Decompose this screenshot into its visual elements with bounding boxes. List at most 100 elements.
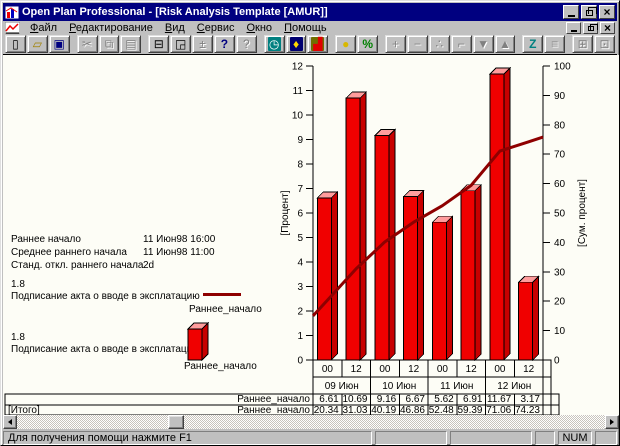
bar-00-side [445,215,453,361]
bar-00-side [388,128,396,361]
toolbar-button-chart-adjust[interactable]: ± [192,35,213,53]
child-close-button[interactable]: × [600,22,615,34]
left-tick-label: 11 [293,86,304,97]
toolbar-button-link-dots[interactable]: ∴ [428,35,450,53]
scrollbar-thumb[interactable] [168,415,184,429]
toolbar-button-new[interactable]: ▯ [5,35,26,53]
bar-12 [518,281,534,361]
help-icon: ? [220,37,229,51]
clock-icon: ◷ [267,37,281,51]
title-bar[interactable]: Open Plan Professional - [Risk Analysis … [3,3,617,21]
open-icon: ▱ [32,37,42,51]
toolbar-button-collapse[interactable]: ⊡ [594,35,615,53]
window-title: Open Plan Professional - [Risk Analysis … [22,6,328,18]
left-tick-label: 6 [297,209,303,220]
toolbar-separator [71,44,76,45]
toolbar-button-open[interactable]: ▱ [26,35,48,53]
print-preview-icon: ◲ [174,37,187,51]
scroll-right-button[interactable] [605,415,619,429]
toolbar-button-print[interactable]: ⊟ [148,35,170,53]
toolbar-button-save[interactable]: ▣ [48,35,70,53]
toolbar-button-arrow-down[interactable]: ▼ [472,35,494,53]
table-series-label: Раннее_начало [237,394,310,405]
table-total-label: [Итого] [8,405,40,415]
left-tick-label: 7 [297,184,303,195]
restore-button[interactable] [581,5,597,19]
left-tick-label: 3 [297,282,303,293]
scroll-left-button[interactable] [3,415,17,429]
toolbar-button-plus[interactable]: + [385,35,406,53]
left-tick-label: 9 [297,135,303,146]
save-icon: ▣ [53,37,65,51]
toolbar-button-risk-duck[interactable]: ♦ [285,35,307,53]
menu-item-edit[interactable]: Редактирование [69,22,153,34]
close-button[interactable]: × [599,5,615,19]
toolbar-separator [516,44,521,45]
left-tick-label: 10 [292,111,304,122]
right-tick-label: 90 [554,91,566,102]
restore-icon [585,7,597,16]
toolbar-button-copy[interactable]: ⧉ [98,35,120,53]
toolbar-button-arrow-up[interactable]: ▲ [494,35,516,53]
plus-icon: + [392,37,400,51]
toolbar: ▯ ▱ ▣ ✂ ⧉ ▤ ⊟ ◲ ±?? ◷ ♦ ▟ ●% + − ∴ ⌐ ▼ ▲ Z ≡ ⊞ ⊡ [3,35,617,55]
app-icon[interactable] [5,5,19,19]
menu-item-window[interactable]: Окно [246,22,273,34]
bar-00 [316,197,332,361]
right-tick-label: 70 [554,150,566,161]
new-icon: ▯ [12,37,19,51]
menu-item-file[interactable]: Файл [30,22,58,34]
legend-bar-swatch [187,328,203,361]
menu-item-help[interactable]: Помощь [284,22,327,34]
menu-item-service[interactable]: Сервис [196,22,235,34]
x-hour-label: 00 [379,364,391,375]
toolbar-button-coin[interactable]: ● [335,35,357,53]
legend-line-swatch [203,293,241,296]
menu-item-view[interactable]: Вид [164,22,185,34]
table-cell-value: 11.67 [487,394,512,405]
coin-icon: ● [342,37,350,51]
legend2-series-label: Раннее_начало [184,361,257,372]
right-tick-label: 80 [554,120,566,131]
right-tick-label: 40 [554,238,566,249]
toolbar-button-paste[interactable]: ▤ [120,35,142,53]
minimize-button[interactable] [563,5,579,19]
table-cell-value: 6.67 [406,394,426,405]
document-chart-icon[interactable] [5,22,20,34]
toolbar-button-print-preview[interactable]: ◲ [170,35,192,53]
table-cell-value: 71.06 [486,405,511,415]
risk-duck-icon: ♦ [289,37,303,51]
toolbar-button-bar-chart[interactable]: ▟ [307,35,329,53]
child-minimize-button[interactable] [566,22,581,34]
toolbar-separator [379,44,384,45]
toolbar-button-notes[interactable]: ≡ [544,35,566,53]
percent-icon: % [362,37,373,51]
toolbar-button-minus[interactable]: − [406,35,428,53]
bar-12 [403,196,419,361]
arrow-down-icon: ▼ [477,37,490,51]
left-tick-label: 5 [297,233,303,244]
toolbar-button-clock[interactable]: ◷ [263,35,285,53]
table-cell-value: 31.03 [342,405,367,415]
left-tick-label: 0 [297,356,303,367]
table-cell-value: 59.39 [457,405,482,415]
toolbar-button-sort-z[interactable]: Z [522,35,544,53]
horizontal-scrollbar[interactable] [3,415,619,429]
toolbar-button-context-help[interactable]: ? [235,35,257,53]
toolbar-button-percent[interactable]: % [357,35,379,53]
info-value-mean-early-start: 11 Июн98 11:00 [143,247,215,258]
x-date-label: 10 Июн [382,381,416,392]
left-tick-label: 2 [297,307,303,318]
x-date-label: 11 Июн [440,381,473,392]
link-steps-icon: ⌐ [457,37,465,51]
toolbar-button-link-steps[interactable]: ⌐ [450,35,472,53]
table-cell-value: 40.19 [371,405,396,415]
context-help-icon: ? [242,37,250,51]
toolbar-button-expand[interactable]: ⊞ [572,35,594,53]
toolbar-button-cut[interactable]: ✂ [76,35,98,53]
menu-bar: Файл Редактирование Вид Сервис Окно Помощь × [3,21,617,35]
toolbar-button-help[interactable]: ? [213,35,235,53]
left-tick-label: 1 [297,331,303,342]
child-restore-button[interactable] [583,22,598,34]
